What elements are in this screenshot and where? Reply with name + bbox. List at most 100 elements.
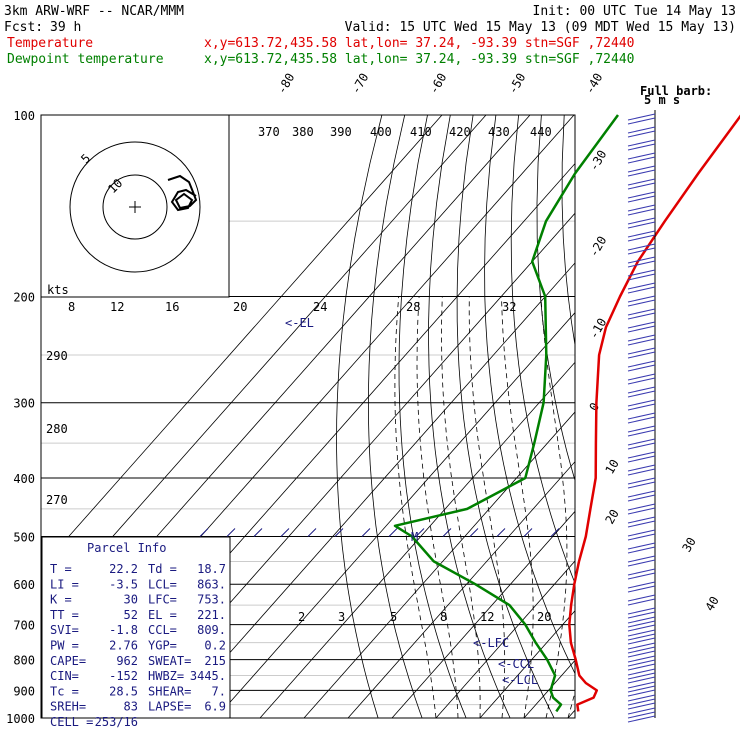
wind-barb <box>627 273 656 281</box>
wind-barb <box>627 312 656 320</box>
moist-adiabat <box>416 296 459 718</box>
pressure-label-800: 800 <box>13 654 35 668</box>
isotherm-line <box>259 361 575 718</box>
wind-barb <box>627 546 656 554</box>
dry-adiabat <box>655 115 740 718</box>
parcel-info-value: 221. <box>197 608 226 622</box>
parcel-info-key: TT = <box>50 608 79 622</box>
parcel-info-key: CELL = <box>50 715 93 729</box>
wind-barb <box>627 568 656 576</box>
wind-barb <box>627 559 656 567</box>
mixing-ratio-label: 20 <box>233 300 247 314</box>
mixing-ratio-label: 32 <box>502 300 516 314</box>
mixing-ratio-label-lower: 3 <box>338 610 345 624</box>
wind-barb <box>627 581 656 589</box>
isotherm-label: 30 <box>679 535 698 555</box>
wind-barb <box>627 191 656 199</box>
wind-barb <box>627 455 656 463</box>
wind-barb-tick <box>442 528 452 537</box>
parcel-info-value: 83 <box>124 700 138 714</box>
wind-barb <box>627 668 656 676</box>
wind-barb <box>627 360 656 368</box>
wind-barb <box>627 373 656 381</box>
parcel-info-value: 809. <box>197 623 226 637</box>
pressure-label-300: 300 <box>13 397 35 411</box>
theta-label: 400 <box>370 125 392 139</box>
wind-barb <box>627 269 656 277</box>
wind-barb <box>627 195 656 203</box>
parcel-info-value: 28.5 <box>109 684 138 698</box>
wind-barb <box>627 390 656 398</box>
model-title: 3km ARW-WRF -- NCAR/MMM <box>4 4 184 19</box>
dry-adiabat <box>456 115 555 718</box>
theta-label: 370 <box>258 125 280 139</box>
wind-barb-tick <box>307 528 317 537</box>
isotherm-line <box>435 560 575 718</box>
barb-legend-line1: Full barb: <box>640 84 712 98</box>
parcel-info-value: 3445. <box>190 669 226 683</box>
mixing-ratio-label-lower: 2 <box>298 610 305 624</box>
wind-barb <box>627 178 656 186</box>
parcel-info-key: CAPE= <box>50 654 86 668</box>
wind-barb <box>627 230 656 238</box>
wind-barb <box>627 152 656 160</box>
parcel-info-value: 253/16 <box>95 715 138 729</box>
wind-barb <box>627 260 656 268</box>
wind-barb <box>627 659 656 667</box>
parcel-info-panel: Parcel Info T = 22.2 Td = 18.7 LI = -3.5 LCL= 86… <box>41 536 231 729</box>
theta-label: 420 <box>449 125 471 139</box>
dewpoint-trace <box>393 114 620 713</box>
dry-adiabat <box>586 115 740 718</box>
wind-barb <box>627 256 656 264</box>
wind-barb <box>627 507 656 515</box>
mixing-ratio-label: 12 <box>110 300 124 314</box>
isotherm-label: 10 <box>602 457 621 477</box>
wind-barb <box>627 325 656 333</box>
wind-barb <box>627 182 656 190</box>
pressure-label-1000: 1000 <box>6 712 35 726</box>
isotherm-line <box>347 461 575 718</box>
parcel-info-key: LCL= <box>148 577 177 591</box>
wind-barb <box>627 321 656 329</box>
wind-barb <box>627 399 656 407</box>
parcel-info-value: -152 <box>109 669 138 683</box>
hodograph-ring-inner <box>102 174 168 240</box>
wind-barb <box>627 555 656 563</box>
wind-barb <box>627 477 656 485</box>
parcel-info-key: T = <box>50 562 72 576</box>
wind-barb <box>627 572 656 580</box>
theta-label: 430 <box>488 125 510 139</box>
wind-barb <box>627 598 656 606</box>
pressure-label-500: 500 <box>13 530 35 544</box>
pressure-label-900: 900 <box>13 684 35 698</box>
wind-barb <box>627 117 656 125</box>
wind-barb-tick <box>253 528 263 537</box>
parcel-info-key: LI = <box>50 577 79 591</box>
parcel-info-key: SWEAT= <box>148 654 191 668</box>
wind-barb <box>627 611 656 619</box>
wind-barb <box>627 386 656 394</box>
theta-label-lower: 270 <box>46 493 68 507</box>
wind-barb-tick <box>280 528 290 537</box>
wind-barb <box>627 295 656 303</box>
theta-label-lower: 280 <box>46 422 68 436</box>
legend-dewpoint: Dewpoint temperature <box>7 52 164 67</box>
wind-barb <box>627 308 656 316</box>
chart-marks: <-EL <-LFC <-CCL <-LCL M <box>285 114 740 713</box>
wind-barb <box>627 711 656 719</box>
parcel-info-value: 18.7 <box>197 562 226 576</box>
wind-barb <box>627 204 656 212</box>
wind-barb <box>627 169 656 177</box>
wind-barb <box>627 282 656 290</box>
parcel-info-value: 30 <box>124 593 138 607</box>
wind-barb <box>627 542 656 550</box>
wind-barb-tick <box>226 528 236 537</box>
wind-barb <box>627 442 656 450</box>
wind-barb-tick <box>550 528 560 537</box>
wind-barb <box>627 481 656 489</box>
moist-adiabat <box>612 297 722 719</box>
wind-barb-tick <box>361 528 371 537</box>
legend-temperature: Temperature <box>7 36 93 51</box>
dry-adiabat <box>701 115 740 718</box>
isotherm-line <box>215 312 575 718</box>
